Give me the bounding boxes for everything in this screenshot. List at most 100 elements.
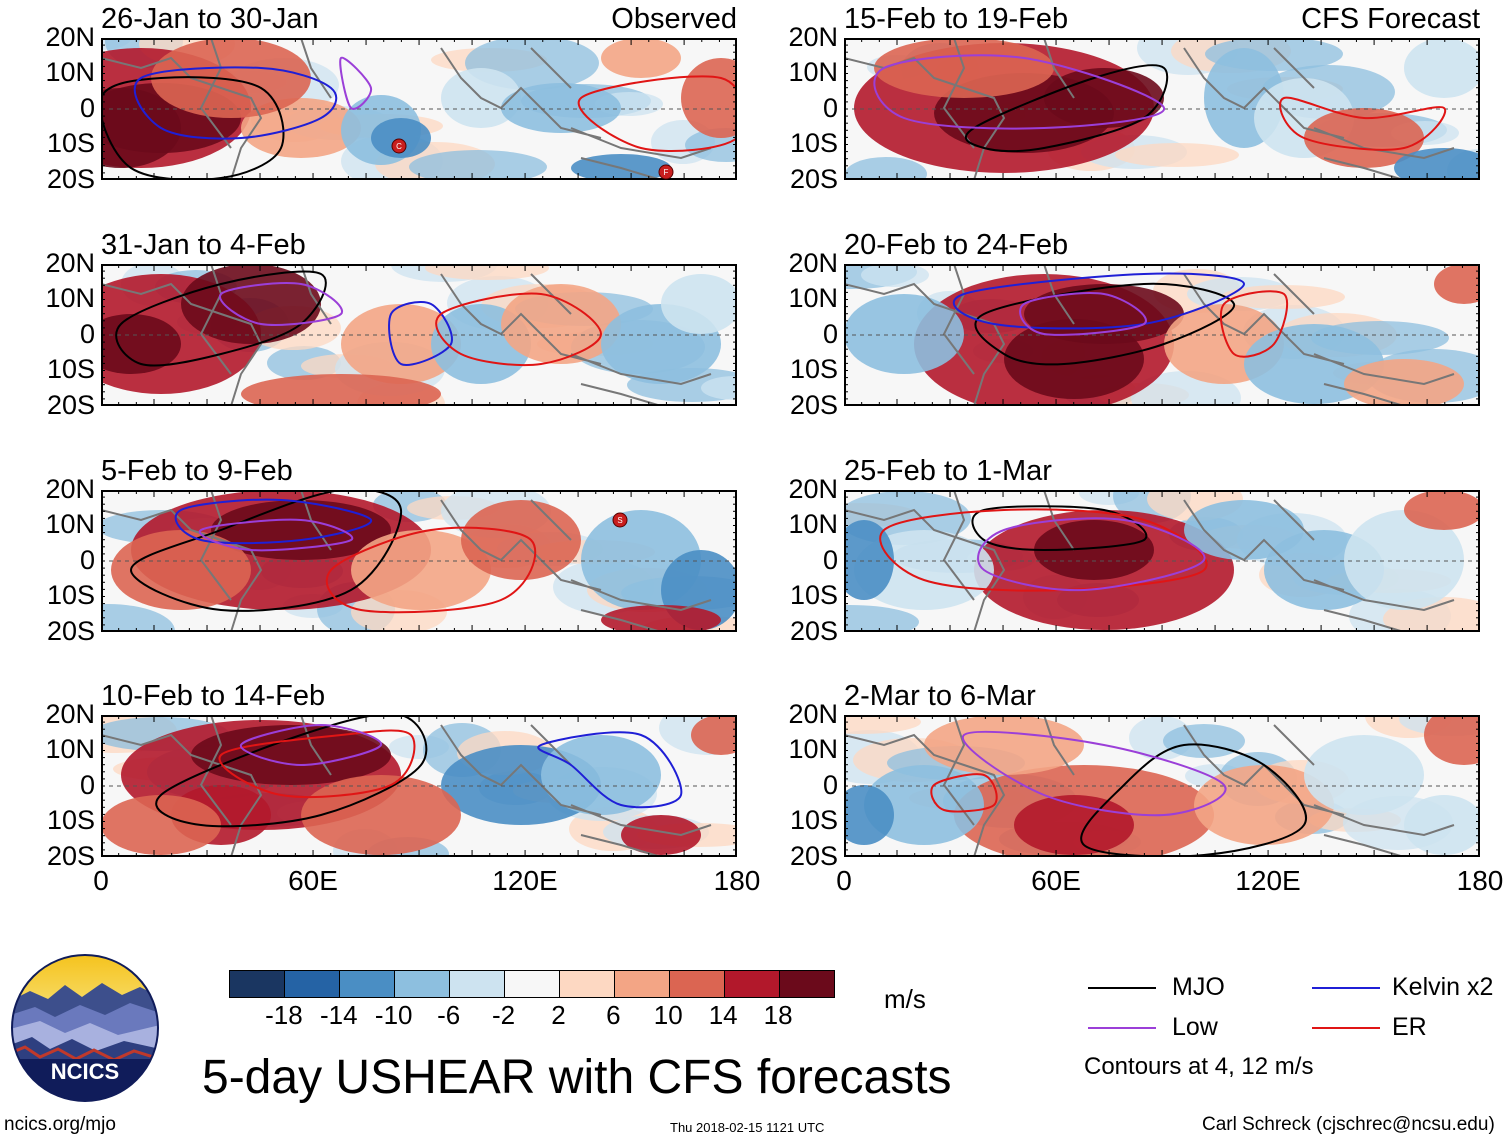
shading-cell bbox=[861, 264, 929, 287]
contour-line bbox=[218, 729, 416, 798]
lat-label: 10S bbox=[46, 805, 95, 835]
shear-map bbox=[101, 264, 737, 406]
map-panel bbox=[844, 38, 1480, 180]
contour-line bbox=[974, 282, 1236, 366]
shading-cell bbox=[1404, 38, 1480, 98]
legend-label-er: ER bbox=[1392, 1013, 1427, 1041]
contour-line bbox=[435, 292, 603, 367]
legend-line-low bbox=[1088, 1027, 1156, 1029]
lat-label: 20S bbox=[789, 164, 838, 194]
shading-cell bbox=[1044, 68, 1164, 128]
shading-cell bbox=[1221, 285, 1345, 309]
lat-label: 20N bbox=[788, 699, 838, 729]
legend-note: Contours at 4, 12 m/s bbox=[1084, 1053, 1314, 1080]
lat-label: 0 bbox=[822, 545, 838, 575]
shading-cell bbox=[1344, 510, 1464, 610]
coastline bbox=[844, 38, 1455, 180]
contour-line bbox=[961, 730, 1227, 817]
shading-cell bbox=[425, 264, 549, 280]
lat-label: 20S bbox=[789, 616, 838, 646]
page-title: 5-day USHEAR with CFS forecasts bbox=[202, 1051, 952, 1104]
lat-label: 20S bbox=[46, 390, 95, 420]
lon-label: 0 bbox=[836, 865, 852, 896]
map-panel bbox=[844, 715, 1480, 857]
lat-label: 20N bbox=[788, 248, 838, 278]
panel-title: 31-Jan to 4-Feb bbox=[101, 229, 306, 261]
footer-timestamp: Thu 2018-02-15 1121 UTC bbox=[670, 1120, 825, 1135]
shading-cell bbox=[101, 314, 181, 374]
legend-label-mjo: MJO bbox=[1172, 973, 1225, 1001]
contour-line bbox=[879, 508, 1208, 592]
lat-label: 10N bbox=[788, 57, 838, 87]
shading-cell bbox=[1304, 735, 1424, 815]
shading-cell bbox=[211, 500, 391, 560]
shading-cell bbox=[661, 274, 737, 334]
storm-marker-letter: F bbox=[664, 168, 669, 177]
colorbar-swatch bbox=[560, 971, 615, 997]
storm-marker-letter: S bbox=[617, 516, 622, 525]
shading-cell bbox=[1184, 500, 1304, 560]
panel-title: 5-Feb to 9-Feb bbox=[101, 455, 293, 487]
shear-map bbox=[844, 38, 1480, 180]
colorbar-swatch bbox=[340, 971, 395, 997]
footer-url[interactable]: ncics.org/mjo bbox=[4, 1114, 116, 1135]
lat-label: 20S bbox=[46, 164, 95, 194]
storm-marker: F bbox=[658, 164, 674, 180]
lat-label: 20S bbox=[46, 616, 95, 646]
legend-label-kelvin: Kelvin x2 bbox=[1392, 973, 1494, 1001]
map-panel bbox=[844, 490, 1480, 632]
contour-line bbox=[930, 773, 998, 813]
colorbar-swatch bbox=[450, 971, 505, 997]
panel-title: 15-Feb to 19-Feb bbox=[844, 3, 1069, 35]
contour-line bbox=[339, 56, 373, 110]
shading-cell bbox=[844, 605, 919, 632]
contour-line bbox=[101, 76, 285, 180]
shading-cell bbox=[371, 118, 431, 158]
contour-line bbox=[971, 505, 1148, 552]
lat-label: 20N bbox=[788, 474, 838, 504]
shading-cell bbox=[924, 715, 1084, 775]
colorbar-label: 14 bbox=[708, 1000, 738, 1030]
lat-label: 10S bbox=[789, 354, 838, 384]
shading-cell bbox=[1115, 143, 1239, 167]
lon-label: 0 bbox=[93, 865, 109, 896]
lat-label: 20N bbox=[45, 22, 95, 52]
shading-cell bbox=[1404, 795, 1480, 855]
shading-cell bbox=[1434, 264, 1480, 304]
lat-label: 20N bbox=[45, 248, 95, 278]
shading-cell bbox=[351, 530, 491, 610]
shading-cell bbox=[844, 520, 894, 600]
legend-line-mjo bbox=[1088, 987, 1156, 989]
lat-label: 10S bbox=[789, 580, 838, 610]
colorbar-swatch bbox=[395, 971, 450, 997]
shear-map bbox=[844, 490, 1480, 632]
legend-line-er bbox=[1312, 1027, 1380, 1029]
shading-cell bbox=[101, 88, 181, 168]
colorbar-swatch bbox=[780, 971, 834, 997]
shading-cell bbox=[101, 604, 175, 632]
lat-label: 10N bbox=[45, 57, 95, 87]
colorbar-label: 6 bbox=[606, 1000, 621, 1030]
colorbar-label: -6 bbox=[437, 1000, 461, 1030]
lon-label: 60E bbox=[288, 865, 338, 896]
colorbar-swatch bbox=[230, 971, 285, 997]
lon-label: 120E bbox=[492, 865, 558, 896]
lat-label: 20S bbox=[789, 390, 838, 420]
lat-label: 10N bbox=[45, 509, 95, 539]
legend-line-kelvin bbox=[1312, 987, 1380, 989]
colorbar-swatch bbox=[505, 971, 560, 997]
colorbar-label: -2 bbox=[491, 1000, 516, 1030]
shading-cell bbox=[409, 150, 547, 180]
lat-label: 0 bbox=[822, 93, 838, 123]
shading-cell bbox=[601, 38, 681, 78]
colorbar-label: -10 bbox=[374, 1000, 413, 1030]
legend-label-low: Low bbox=[1172, 1013, 1218, 1041]
panel-title: 25-Feb to 1-Mar bbox=[844, 455, 1052, 487]
shear-map: S bbox=[101, 490, 737, 632]
lat-label: 10S bbox=[789, 805, 838, 835]
lat-label: 10N bbox=[45, 734, 95, 764]
shading-cell bbox=[301, 775, 461, 855]
storm-marker: C bbox=[391, 138, 407, 154]
colorbar-label: 10 bbox=[653, 1000, 683, 1030]
